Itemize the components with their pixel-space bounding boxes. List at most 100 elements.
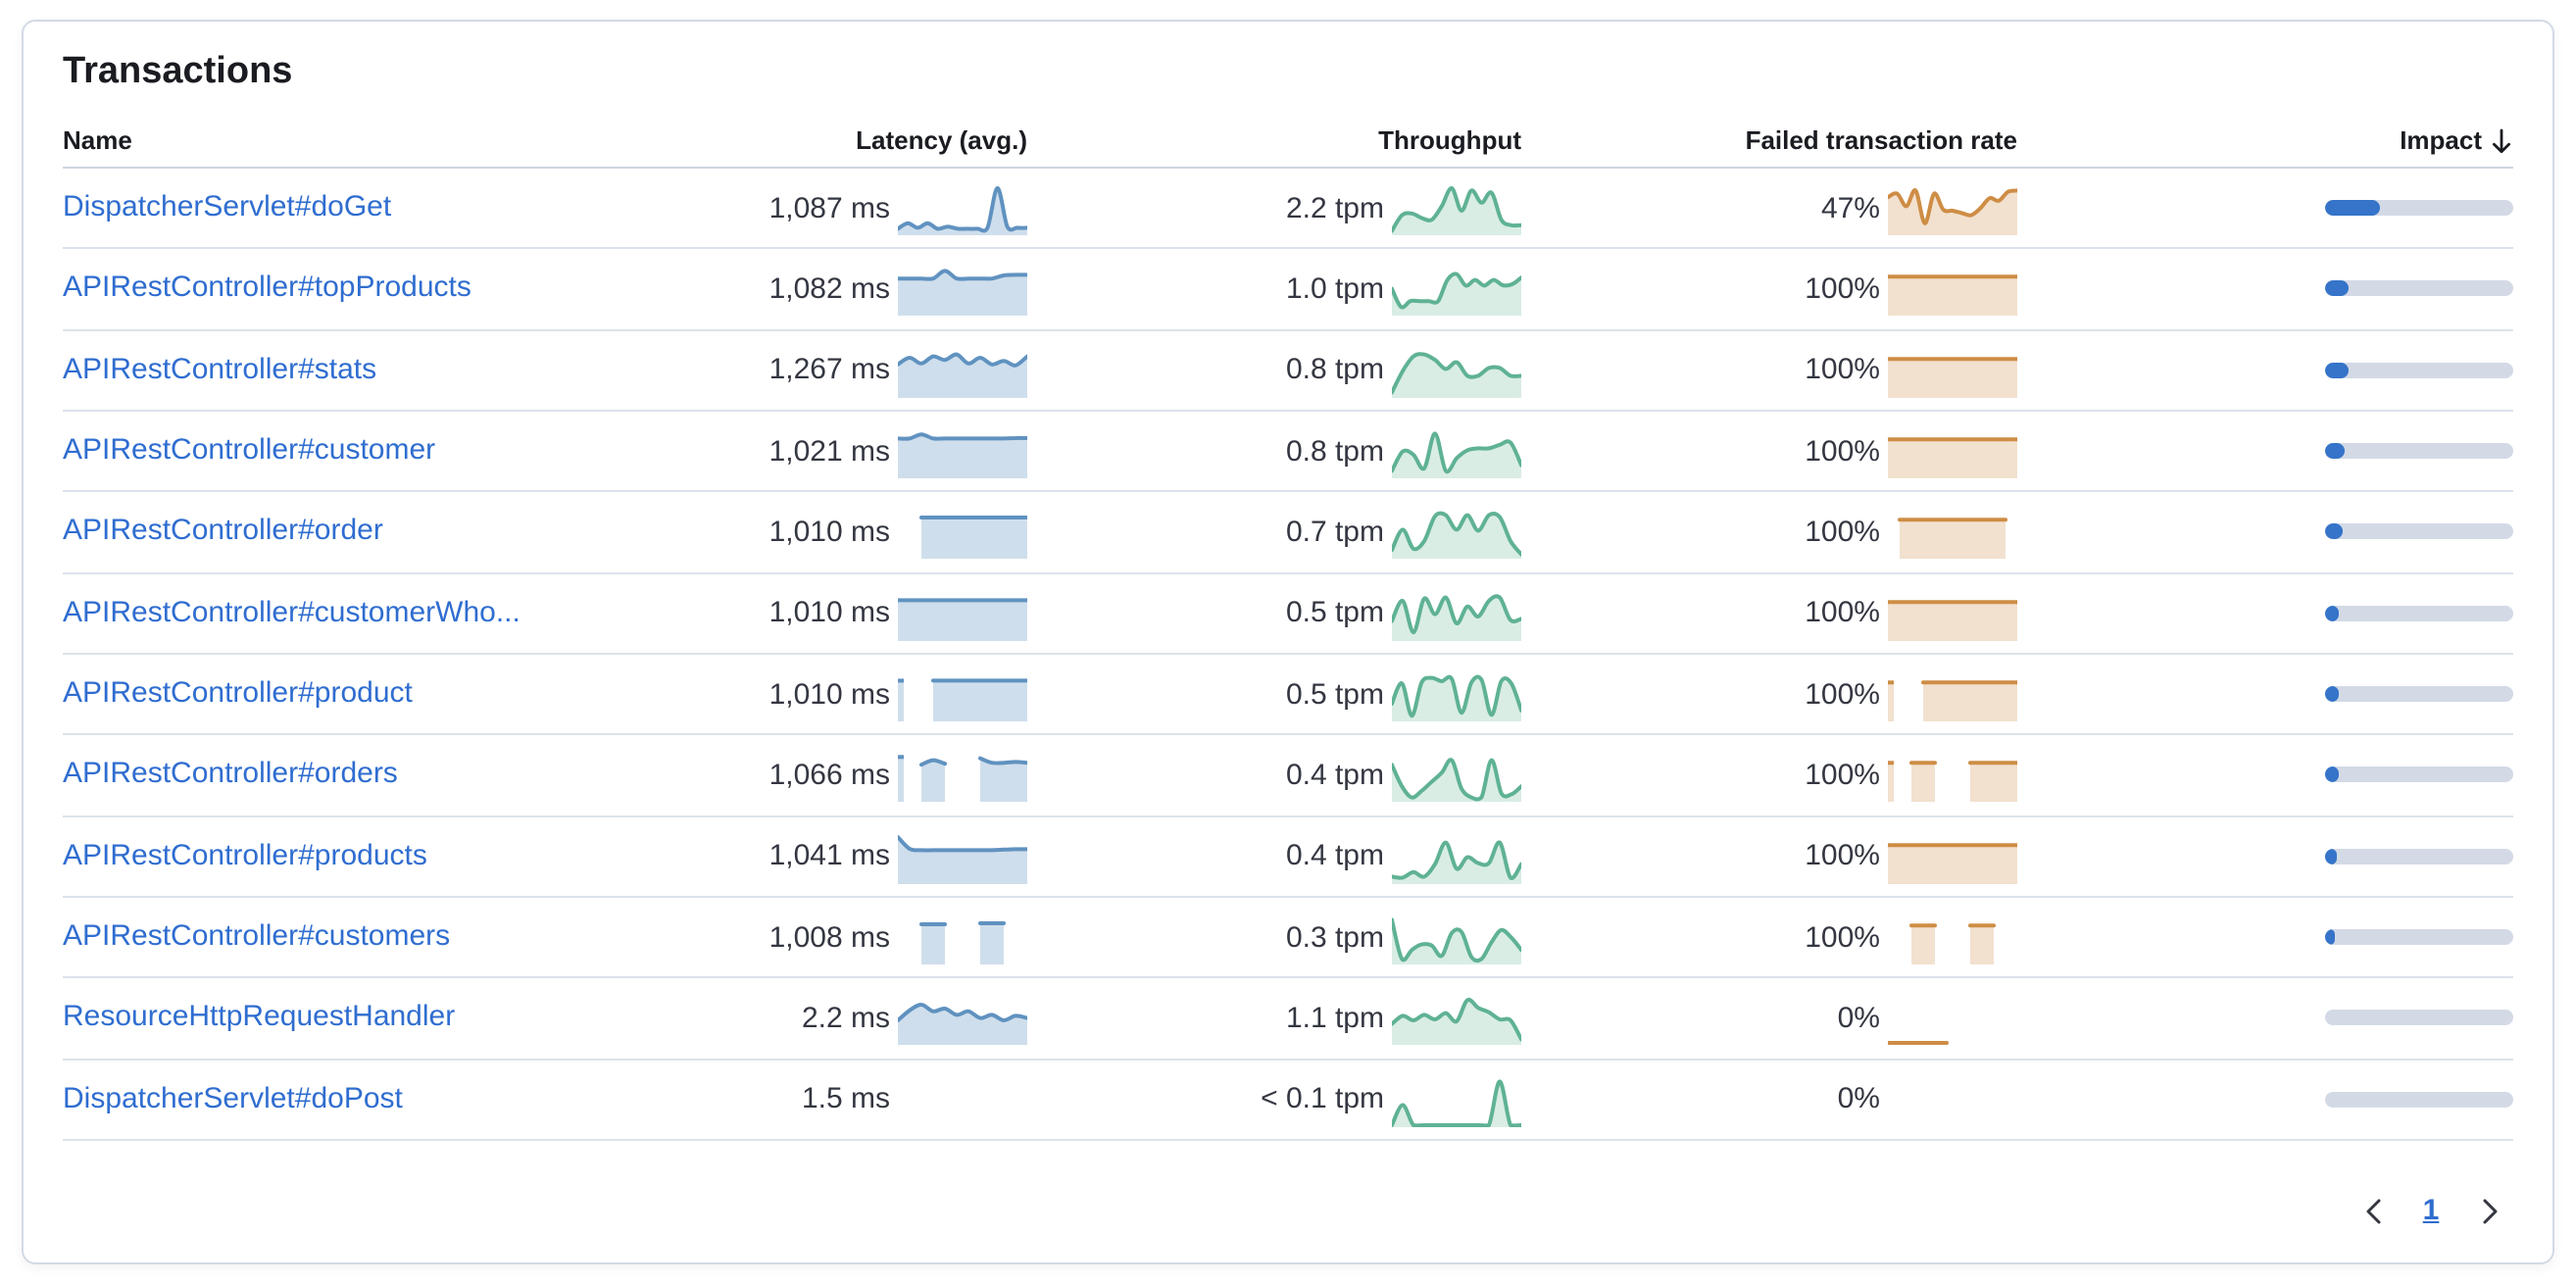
- transaction-name-cell: DispatcherServlet#doPost: [63, 1082, 531, 1117]
- latency-sparkline: [898, 1076, 1027, 1127]
- table-row: APIRestController#customerWho... 1,010 ms…: [63, 573, 2513, 655]
- transaction-link[interactable]: DispatcherServlet#doGet: [63, 190, 392, 224]
- latency-sparkline: [896, 427, 1029, 479]
- table-row: APIRestController#order 1,010 ms 0.7 tpm 10…: [63, 493, 2513, 574]
- throughput-sparkline: [1390, 266, 1523, 317]
- latency-value: 1,008 ms: [768, 920, 890, 955]
- throughput-value: 0.5 tpm: [1285, 677, 1384, 712]
- impact-bar-fill: [2325, 443, 2346, 460]
- transaction-name-cell: APIRestController#customerWho...: [63, 596, 531, 631]
- transaction-link[interactable]: APIRestController#customer: [63, 433, 436, 468]
- impact-bar: [2325, 766, 2513, 783]
- table-row: DispatcherServlet#doPost 1.5 ms < 0.1 tpm 0…: [63, 1060, 2513, 1141]
- transaction-name-cell: APIRestController#customer: [63, 433, 531, 469]
- failed-rate-cell: 0%: [1521, 1074, 2017, 1125]
- transaction-link[interactable]: ResourceHttpRequestHandler: [63, 1000, 456, 1034]
- failed-rate-sparkline: [1886, 347, 2019, 398]
- transaction-link[interactable]: APIRestController#topProducts: [63, 271, 471, 305]
- failed-rate-cell: 47%: [1521, 182, 2019, 236]
- column-header-impact[interactable]: Impact: [2017, 125, 2513, 167]
- failed-rate-value: 100%: [1805, 353, 1880, 387]
- latency-sparkline: [896, 184, 1029, 236]
- throughput-sparkline: [1390, 347, 1523, 398]
- impact-bar-fill: [2325, 766, 2339, 783]
- latency-value: 1,082 ms: [768, 272, 890, 306]
- latency-value: 2.2 ms: [801, 1001, 890, 1035]
- impact-cell: [2017, 605, 2513, 621]
- transaction-name-cell: APIRestController#product: [63, 676, 531, 712]
- impact-bar: [2325, 200, 2513, 217]
- table-row: APIRestController#customers 1,008 ms 0.3 t…: [63, 898, 2513, 979]
- column-header-failed-rate[interactable]: Failed transaction rate: [1745, 125, 2017, 155]
- latency-cell: 1,010 ms: [531, 668, 1029, 722]
- failed-rate-sparkline: [1888, 509, 2017, 560]
- impact-bar-fill: [2325, 362, 2349, 378]
- transaction-name-cell: APIRestController#order: [63, 515, 531, 550]
- latency-value: 1.5 ms: [801, 1082, 890, 1116]
- failed-rate-value: 100%: [1805, 272, 1880, 306]
- latency-cell: 1,021 ms: [531, 425, 1029, 479]
- latency-value: 1,066 ms: [768, 758, 890, 792]
- transaction-link[interactable]: APIRestController#orders: [63, 757, 398, 791]
- column-header-name[interactable]: Name: [63, 125, 132, 155]
- throughput-value: 0.5 tpm: [1285, 596, 1384, 630]
- transactions-panel: Transactions Name Latency (avg.) Through…: [22, 20, 2554, 1264]
- table-row: APIRestController#orders 1,066 ms 0.4 tpm 1…: [63, 736, 2513, 817]
- table-body: DispatcherServlet#doGet 1,087 ms 2.2 tpm 47…: [63, 169, 2513, 1141]
- impact-bar-fill: [2325, 523, 2343, 540]
- latency-sparkline: [896, 266, 1029, 317]
- impact-cell: [2017, 523, 2513, 540]
- throughput-sparkline: [1390, 670, 1523, 722]
- table-row: APIRestController#products 1,041 ms 0.4 tp…: [63, 816, 2513, 898]
- throughput-cell: < 0.1 tpm: [1027, 1074, 1523, 1127]
- failed-rate-cell: 100%: [1521, 264, 2019, 317]
- transaction-link[interactable]: APIRestController#order: [63, 514, 383, 548]
- impact-bar: [2325, 929, 2513, 946]
- impact-bar: [2325, 280, 2513, 297]
- table-row: APIRestController#stats 1,267 ms 0.8 tpm 10…: [63, 330, 2513, 412]
- chevron-left-icon: [2365, 1199, 2380, 1224]
- impact-cell: [2017, 929, 2513, 946]
- latency-value: 1,267 ms: [768, 353, 890, 387]
- latency-cell: 1.5 ms: [531, 1074, 1027, 1125]
- impact-header-label: Impact: [2400, 125, 2482, 155]
- transaction-link[interactable]: APIRestController#stats: [63, 352, 377, 386]
- panel-title: Transactions: [63, 51, 293, 92]
- failed-rate-sparkline: [1888, 1076, 2017, 1127]
- throughput-value: 0.4 tpm: [1285, 758, 1384, 792]
- table-row: APIRestController#customer 1,021 ms 0.8 tp…: [63, 412, 2513, 493]
- throughput-sparkline: [1390, 427, 1523, 479]
- transaction-link[interactable]: APIRestController#products: [63, 838, 427, 872]
- transaction-link[interactable]: DispatcherServlet#doPost: [63, 1081, 403, 1115]
- transaction-link[interactable]: APIRestController#product: [63, 676, 413, 711]
- transaction-link[interactable]: APIRestController#customerWho...: [63, 595, 520, 629]
- failed-rate-sparkline: [1886, 833, 2019, 884]
- latency-sparkline: [896, 590, 1029, 641]
- failed-rate-value: 100%: [1805, 515, 1880, 549]
- failed-rate-sparkline: [1888, 670, 2019, 722]
- page-1-button[interactable]: 1: [2407, 1188, 2454, 1235]
- latency-sparkline: [896, 833, 1029, 884]
- transaction-name-cell: APIRestController#customers: [63, 919, 531, 955]
- column-header-throughput[interactable]: Throughput: [1378, 125, 1521, 155]
- failed-rate-value: 100%: [1805, 758, 1880, 792]
- transaction-link[interactable]: APIRestController#customers: [63, 919, 451, 954]
- latency-cell: 1,082 ms: [531, 264, 1029, 317]
- failed-rate-value: 0%: [1837, 1082, 1880, 1116]
- transaction-name-cell: APIRestController#stats: [63, 353, 531, 388]
- failed-rate-cell: 100%: [1521, 831, 2019, 884]
- failed-rate-cell: 100%: [1521, 668, 2019, 722]
- throughput-value: 0.3 tpm: [1285, 920, 1384, 955]
- column-header-latency[interactable]: Latency (avg.): [856, 125, 1027, 155]
- failed-rate-cell: 100%: [1521, 588, 2019, 641]
- failed-rate-value: 100%: [1805, 839, 1880, 873]
- impact-cell: [2017, 1091, 2513, 1108]
- impact-cell: [2017, 362, 2513, 378]
- failed-rate-sparkline: [1886, 266, 2019, 317]
- previous-page-button[interactable]: [2349, 1188, 2396, 1235]
- transaction-name-cell: APIRestController#topProducts: [63, 272, 531, 307]
- impact-cell: [2017, 280, 2513, 297]
- next-page-button[interactable]: [2466, 1188, 2513, 1235]
- failed-rate-value: 100%: [1805, 434, 1880, 469]
